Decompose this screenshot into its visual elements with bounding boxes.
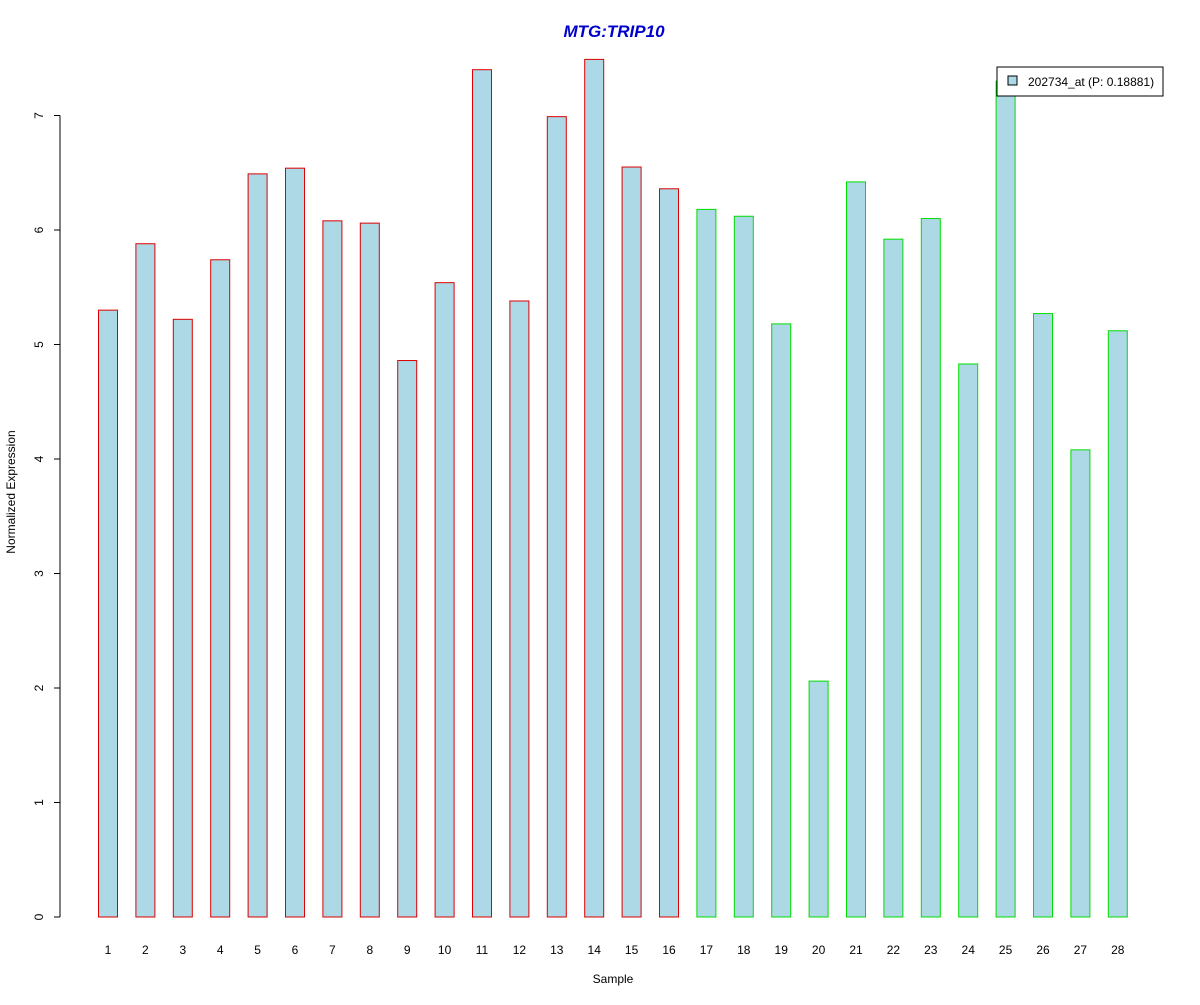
bar [434, 282, 455, 918]
x-tick-label: 10 [438, 943, 452, 957]
legend-swatch [1007, 75, 1018, 86]
bar [359, 222, 380, 918]
y-tick-label: 7 [32, 112, 46, 119]
bar [210, 259, 231, 918]
bar [397, 360, 418, 918]
bar [135, 243, 156, 918]
bar [584, 58, 605, 918]
bar [1033, 313, 1053, 918]
x-tick-label: 1 [105, 943, 112, 957]
bars [98, 58, 1128, 918]
bar [733, 215, 754, 918]
legend-label: 202734_at (P: 0.18881) [1028, 75, 1154, 89]
y-axis: 0 1 2 3 4 5 6 7 [32, 112, 61, 920]
x-tick-label: 14 [588, 943, 602, 957]
x-tick-label: 16 [662, 943, 676, 957]
x-axis-tick-labels: 1 2 3 4 5 6 7 8 9 10 11 12 13 14 15 16 17 18 19 20 21 22 23 24 2… [105, 943, 1125, 957]
bar [771, 323, 792, 918]
bar [995, 80, 1016, 918]
bar [808, 680, 829, 918]
x-tick-label: 25 [999, 943, 1013, 957]
x-tick-label: 18 [737, 943, 751, 957]
bar [883, 238, 904, 918]
bar [1107, 330, 1128, 918]
x-tick-label: 11 [476, 943, 489, 957]
x-tick-label: 7 [329, 943, 336, 957]
legend: 202734_at (P: 0.18881) [996, 66, 1164, 97]
bar [621, 166, 642, 918]
bar [509, 300, 530, 918]
x-tick-label: 21 [849, 943, 863, 957]
chart-title: MTG:TRIP10 [563, 22, 665, 41]
legend-box [996, 66, 1164, 97]
x-tick-label: 15 [625, 943, 639, 957]
bar [322, 220, 343, 918]
x-tick-label: 28 [1111, 943, 1125, 957]
bar [696, 208, 717, 918]
bar [546, 116, 567, 918]
y-tick-label: 2 [32, 684, 46, 691]
x-tick-label: 23 [924, 943, 938, 957]
bar [172, 318, 193, 918]
bar [659, 188, 679, 918]
bar [285, 167, 305, 918]
y-axis-label: Normalized Expression [4, 430, 18, 553]
x-tick-label: 19 [775, 943, 789, 957]
bar [958, 363, 979, 918]
y-tick-label: 4 [32, 455, 46, 462]
bar [920, 218, 941, 918]
x-tick-label: 2 [142, 943, 149, 957]
x-tick-label: 13 [550, 943, 564, 957]
y-tick-label: 5 [32, 341, 46, 348]
x-tick-label: 17 [700, 943, 714, 957]
x-tick-label: 22 [887, 943, 901, 957]
x-tick-label: 9 [404, 943, 411, 957]
bar [98, 309, 118, 918]
bar [247, 173, 268, 918]
y-tick-label: 3 [32, 570, 46, 577]
bar [1070, 449, 1091, 918]
y-tick-label: 1 [32, 799, 46, 806]
x-tick-label: 12 [513, 943, 527, 957]
y-tick-label: 0 [32, 913, 46, 920]
x-tick-label: 8 [366, 943, 373, 957]
x-tick-label: 5 [254, 943, 261, 957]
x-tick-label: 24 [962, 943, 976, 957]
x-tick-label: 20 [812, 943, 826, 957]
x-tick-label: 3 [179, 943, 186, 957]
x-tick-label: 6 [292, 943, 299, 957]
x-tick-label: 4 [217, 943, 224, 957]
x-tick-label: 26 [1036, 943, 1050, 957]
bar [472, 69, 492, 918]
x-axis-label: Sample [593, 972, 634, 986]
bar [846, 181, 866, 918]
x-tick-label: 27 [1074, 943, 1088, 957]
y-tick-label: 6 [32, 226, 46, 233]
